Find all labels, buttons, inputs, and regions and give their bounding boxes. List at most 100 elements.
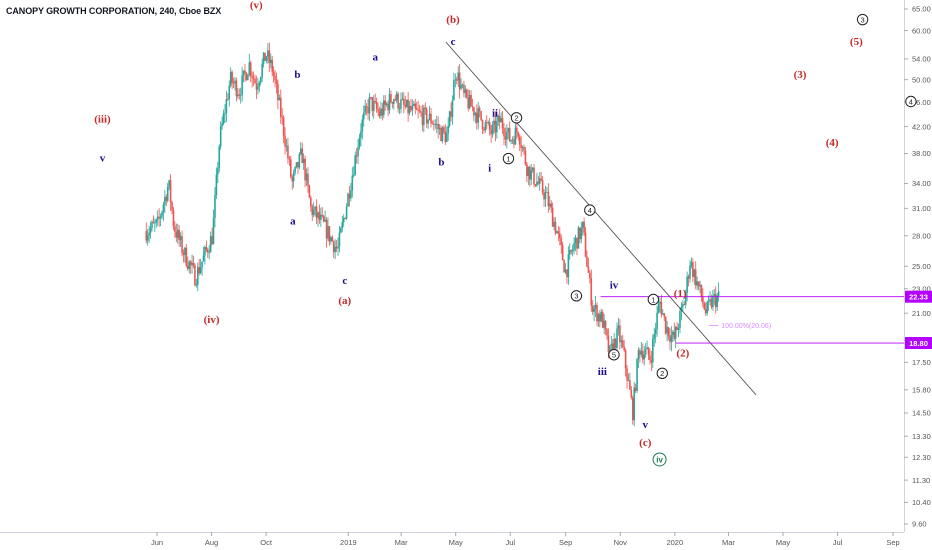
candle-body xyxy=(567,254,570,278)
candle-body xyxy=(538,178,541,184)
candle-body xyxy=(186,265,189,269)
candle-body xyxy=(289,159,292,177)
candle-body xyxy=(225,99,228,114)
candle-body xyxy=(274,75,276,81)
candle-body xyxy=(238,94,241,96)
candle-body xyxy=(156,216,159,220)
candle-body xyxy=(444,131,447,143)
candle-body xyxy=(643,354,646,360)
candle-body xyxy=(500,118,502,123)
candle-body xyxy=(208,252,211,254)
candle-body xyxy=(669,336,671,342)
candle-body xyxy=(182,252,185,255)
candle-body xyxy=(589,272,591,278)
candle-body xyxy=(599,313,601,322)
candle-body xyxy=(281,117,284,118)
candle-body xyxy=(454,79,457,81)
candle-body xyxy=(590,277,593,306)
candle-body xyxy=(534,184,537,186)
candle-body xyxy=(517,132,520,137)
candle-body xyxy=(553,221,555,227)
candle-body xyxy=(395,93,398,101)
candle-body xyxy=(474,112,477,116)
candle-body xyxy=(414,103,417,109)
candle-body xyxy=(603,320,605,328)
candle-body xyxy=(464,89,467,93)
candle-body xyxy=(291,176,294,182)
x-tick-label: Mar xyxy=(395,538,408,547)
wave-circle xyxy=(584,204,596,216)
candle-body xyxy=(639,350,641,355)
candle-body xyxy=(258,82,261,87)
x-tick-label: Mar xyxy=(722,538,735,547)
candle-body xyxy=(365,106,368,107)
candle-body xyxy=(261,63,263,78)
candle-body xyxy=(307,173,309,186)
candle-body xyxy=(560,238,563,246)
candle-body xyxy=(196,267,199,285)
y-tick-label: 60.00 xyxy=(912,26,931,35)
trendline[interactable] xyxy=(445,41,757,396)
candle-body xyxy=(227,99,229,100)
candle-body xyxy=(405,99,408,107)
candle-body xyxy=(563,260,565,273)
candle-body xyxy=(633,387,635,421)
candle-body xyxy=(470,94,472,107)
candle-body xyxy=(455,79,458,81)
candle-body xyxy=(569,250,571,255)
candle-body xyxy=(350,190,352,199)
candle-body xyxy=(508,128,511,142)
candle-body xyxy=(394,99,397,101)
candle-body xyxy=(434,124,437,126)
price-badge-label: 18.80 xyxy=(909,339,928,348)
candle-body xyxy=(494,120,497,133)
candle-body xyxy=(158,216,160,219)
candle-body xyxy=(380,108,382,117)
candle-body xyxy=(367,106,369,114)
candle-body xyxy=(580,227,583,240)
candle-body xyxy=(242,70,245,76)
candle-body xyxy=(630,389,633,398)
candle-body xyxy=(337,246,339,249)
candle-body xyxy=(543,192,545,200)
candle-body xyxy=(239,94,242,96)
candle-body xyxy=(357,147,359,157)
candle-body xyxy=(573,243,575,250)
x-tick-label: 2020 xyxy=(666,538,683,547)
candle-body xyxy=(576,237,578,249)
candle-body xyxy=(218,146,221,169)
candle-body xyxy=(707,301,710,303)
candle-body xyxy=(431,123,434,125)
candle-body xyxy=(571,249,574,252)
candle-body xyxy=(362,112,365,120)
y-tick-label: 28.00 xyxy=(912,231,931,240)
wave-circle xyxy=(652,452,667,467)
candle-body xyxy=(277,83,279,100)
candle-body xyxy=(496,121,498,133)
candle-body xyxy=(178,229,180,241)
candle-body xyxy=(616,328,618,349)
candle-body xyxy=(480,111,482,120)
candle-body xyxy=(372,101,375,111)
wave-circle-label: 1 xyxy=(506,154,510,163)
candle-body xyxy=(656,312,658,330)
candle-body xyxy=(649,355,651,360)
candle-body xyxy=(403,98,405,105)
candle-body xyxy=(410,106,412,111)
candle-body xyxy=(706,302,708,314)
wave-label: c xyxy=(342,275,347,287)
candle-body xyxy=(314,206,316,210)
wave-circle-label: 3 xyxy=(861,15,865,24)
candle-body xyxy=(458,72,461,89)
candle-body xyxy=(338,232,341,247)
candle-body xyxy=(657,303,660,313)
candle-body xyxy=(255,83,258,90)
candle-body xyxy=(192,262,195,266)
candle-body xyxy=(634,387,637,391)
candle-body xyxy=(302,158,305,164)
candle-body xyxy=(184,247,186,255)
wave-label: i xyxy=(488,163,491,175)
candle-body xyxy=(287,145,289,159)
candle-body xyxy=(378,111,381,117)
